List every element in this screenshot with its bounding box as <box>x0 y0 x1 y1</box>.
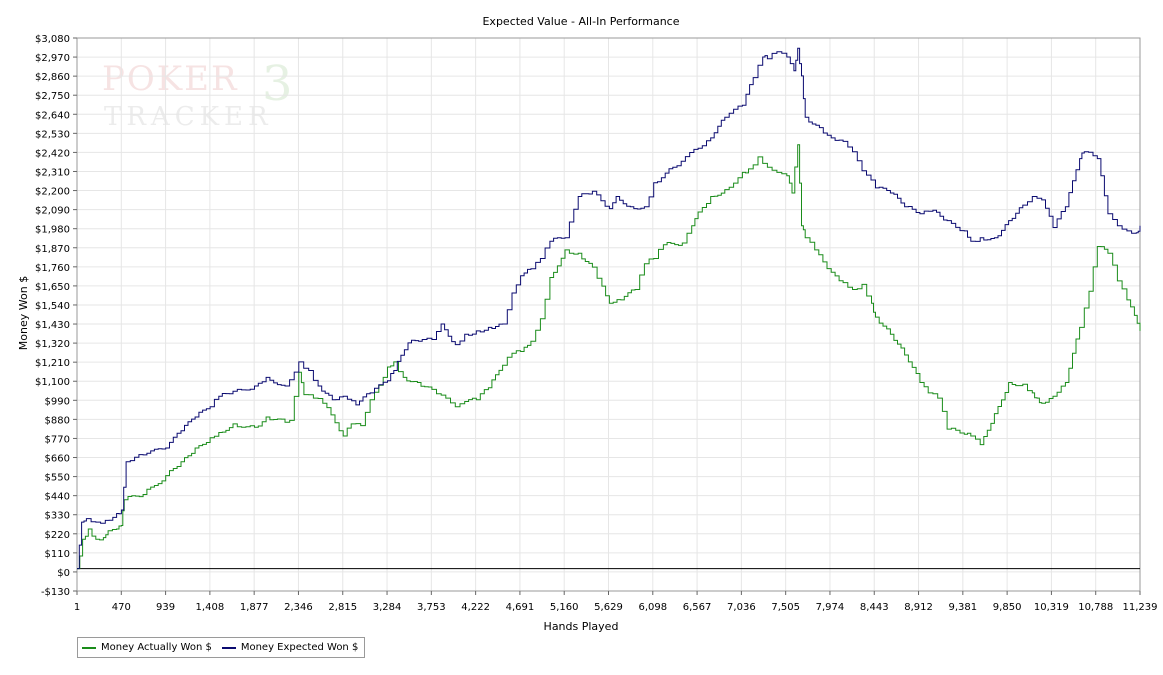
x-tick-label: 470 <box>112 602 131 613</box>
legend-swatch-expected <box>221 646 236 649</box>
y-axis-label: Money Won $ <box>17 276 30 350</box>
series <box>77 47 1141 570</box>
chart-title: Expected Value - All-In Performance <box>482 15 679 28</box>
x-tick-label: 6,098 <box>638 602 667 613</box>
y-tick-label: $1,210 <box>35 358 70 369</box>
x-tick-label: 3,753 <box>417 602 446 613</box>
y-tick-label: $330 <box>45 511 70 522</box>
y-tick-label: $2,090 <box>35 206 70 217</box>
y-tick-label: $1,760 <box>35 263 70 274</box>
y-tick-label: $1,980 <box>35 225 70 236</box>
y-tick-label: $1,540 <box>35 301 70 312</box>
x-tick-label: 7,036 <box>727 602 756 613</box>
y-tick-label: $2,640 <box>35 110 70 121</box>
y-tick-label: $1,100 <box>35 377 70 388</box>
x-tick-label: 10,319 <box>1034 602 1069 613</box>
y-tick-label: $1,430 <box>35 320 70 331</box>
x-tick-label: 1,877 <box>240 602 269 613</box>
x-tick-label: 7,505 <box>771 602 800 613</box>
legend-label-expected: Money Expected Won $ <box>240 642 359 653</box>
x-tick-label: 5,629 <box>594 602 623 613</box>
watermark-brand-num: 3 <box>262 56 293 112</box>
y-tick-label: $880 <box>45 415 70 426</box>
y-tick-label: $110 <box>45 549 70 560</box>
y-tick-label: $2,420 <box>35 148 70 159</box>
grid <box>77 38 1140 591</box>
x-tick-label: 3,284 <box>373 602 402 613</box>
x-tick-label: 1 <box>74 602 80 613</box>
x-tick-label: 4,691 <box>506 602 535 613</box>
x-tick-label: 10,788 <box>1078 602 1113 613</box>
legend-item-actual: Money Actually Won $ <box>82 642 212 653</box>
legend: Money Actually Won $ Money Expected Won … <box>77 637 366 658</box>
y-tick-label: $2,970 <box>35 53 70 64</box>
y-tick-label: $0 <box>57 568 70 579</box>
x-axis-ticks: 1 470 939 1,408 1,877 2,346 2,815 3,284 3,753 4,2… <box>74 591 1158 613</box>
x-tick-label: 7,974 <box>816 602 845 613</box>
y-tick-label: $990 <box>45 396 70 407</box>
watermark-brand-bottom: TRACKER <box>104 102 273 132</box>
y-tick-label: $550 <box>45 473 70 484</box>
legend-item-expected: Money Expected Won $ <box>221 642 359 653</box>
y-tick-label: -$130 <box>41 587 70 598</box>
x-tick-label: 5,160 <box>550 602 579 613</box>
x-tick-label: 11,239 <box>1123 602 1158 613</box>
y-tick-label: $2,530 <box>35 129 70 140</box>
y-tick-label: $3,080 <box>35 34 70 45</box>
x-tick-label: 4,222 <box>461 602 490 613</box>
y-tick-label: $220 <box>45 530 70 541</box>
legend-swatch-actual <box>82 646 96 649</box>
watermark-brand-top: POKER <box>102 59 239 99</box>
legend-label-actual: Money Actually Won $ <box>101 642 212 653</box>
x-tick-label: 6,567 <box>683 602 712 613</box>
y-axis-ticks: $3,080 $2,970 $2,860 $2,750 $2,640 $2,530 $2,4… <box>35 34 77 598</box>
x-tick-label: 2,346 <box>284 602 313 613</box>
y-tick-label: $440 <box>45 492 70 503</box>
x-tick-label: 9,850 <box>993 602 1022 613</box>
x-axis-label: Hands Played <box>544 620 619 633</box>
series-line-actual <box>77 144 1141 570</box>
x-tick-label: 8,912 <box>904 602 933 613</box>
y-tick-label: $1,320 <box>35 339 70 350</box>
y-tick-label: $2,310 <box>35 167 70 178</box>
y-tick-label: $2,750 <box>35 91 70 102</box>
x-tick-label: 1,408 <box>196 602 225 613</box>
y-tick-label: $2,200 <box>35 187 70 198</box>
x-tick-label: 939 <box>156 602 175 613</box>
x-tick-label: 9,381 <box>949 602 978 613</box>
series-line-expected <box>77 47 1141 570</box>
y-tick-label: $770 <box>45 434 70 445</box>
x-tick-label: 8,443 <box>860 602 889 613</box>
y-tick-label: $1,650 <box>35 282 70 293</box>
y-tick-label: $2,860 <box>35 72 70 83</box>
watermark: POKER 3 TRACKER <box>102 56 293 132</box>
y-tick-label: $660 <box>45 454 70 465</box>
x-tick-label: 2,815 <box>328 602 357 613</box>
y-tick-label: $1,870 <box>35 244 70 255</box>
